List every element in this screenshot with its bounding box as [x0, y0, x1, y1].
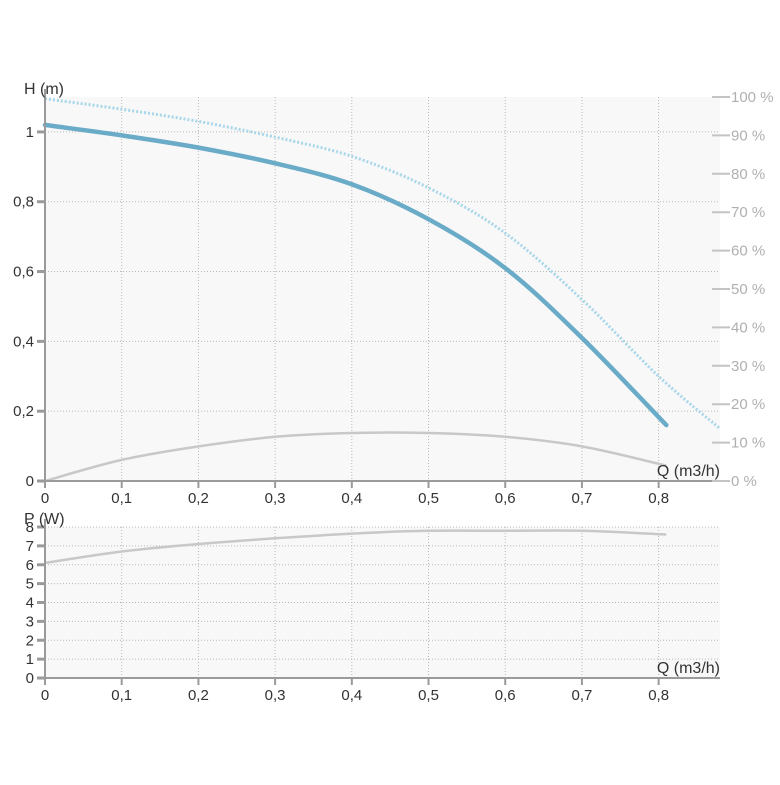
power-y-tick-label-7: 7	[26, 538, 34, 555]
head-y-tick-label-3: 0,6	[13, 264, 34, 281]
power-y-tick-label-8: 8	[26, 519, 34, 536]
efficiency-curve	[44, 431, 667, 483]
head-y-tick-label-4: 0,8	[13, 194, 34, 211]
power-x-tick-label-7: 0,7	[572, 687, 593, 704]
power-y-tick-label-6: 6	[26, 557, 34, 574]
head-x-tick-label-3: 0,3	[265, 490, 286, 507]
efficiency-y2-tick-label-9: 90 %	[731, 127, 765, 144]
power-y-tick-label-1: 1	[26, 651, 34, 668]
power-x-tick-label-8: 0,8	[648, 687, 669, 704]
head-y-tick-label-5: 1	[26, 124, 34, 141]
power-y-tick-label-3: 3	[26, 613, 34, 630]
head-x-tick-label-5: 0,5	[418, 490, 439, 507]
power-curve	[44, 529, 667, 565]
efficiency-y2-tick-label-4: 40 %	[731, 319, 765, 336]
power-x-tick-label-2: 0,2	[188, 687, 209, 704]
head-x-tick-label-1: 0,1	[111, 490, 132, 507]
head-efficiency-panel: 0 0,1 0,2 0,3 0,4 0,5 0,6 0,7 0,800,20,40,60,810…	[13, 81, 773, 507]
head-series	[42, 97, 721, 483]
power-y-axis-label: P (W)	[24, 511, 65, 528]
power-axes: 0 0,1 0,2 0,3 0,4 0,5 0,6 0,7 0,8 0 1 2 34 5 6 7 8	[26, 519, 720, 704]
power-x-tick-label-6: 0,6	[495, 687, 516, 704]
efficiency-y2-tick-label-5: 50 %	[731, 281, 765, 298]
power-x-tick-label-0: 0	[41, 687, 49, 704]
efficiency-y2-tick-label-3: 30 %	[731, 358, 765, 375]
head-curve	[42, 122, 669, 428]
head-x-axis-label: Q (m3/h)	[657, 463, 720, 480]
power-y-tick-label-2: 2	[26, 632, 34, 649]
head-x-tick-label-4: 0,4	[341, 490, 362, 507]
head-reference-curve	[44, 97, 721, 430]
power-x-tick-label-1: 0,1	[111, 687, 132, 704]
head-x-tick-label-6: 0,6	[495, 490, 516, 507]
head-grid	[45, 97, 720, 481]
power-x-tick-label-3: 0,3	[265, 687, 286, 704]
efficiency-y2-tick-label-8: 80 %	[731, 166, 765, 183]
head-plot-background	[45, 97, 720, 481]
power-x-tick-label-4: 0,4	[341, 687, 362, 704]
head-x-tick-label-8: 0,8	[648, 490, 669, 507]
power-plot-background	[45, 527, 720, 678]
power-y-tick-label-0: 0	[26, 670, 34, 687]
head-axes: 0 0,1 0,2 0,3 0,4 0,5 0,6 0,7 0,800,20,40,60,810…	[13, 89, 774, 507]
power-grid	[45, 526, 720, 678]
head-y-tick-label-1: 0,2	[13, 403, 34, 420]
head-x-tick-label-0: 0	[41, 490, 49, 507]
power-y-tick-label-4: 4	[26, 595, 34, 612]
efficiency-y2-tick-label-1: 10 %	[731, 435, 765, 452]
head-y-tick-label-0: 0	[26, 473, 34, 490]
head-y-tick-label-2: 0,4	[13, 333, 34, 350]
head-y-axis-label: H (m)	[24, 81, 64, 98]
efficiency-y2-tick-label-0: 0 %	[731, 473, 757, 490]
power-x-axis-label: Q (m3/h)	[657, 660, 720, 677]
efficiency-y2-tick-label-7: 70 %	[731, 204, 765, 221]
head-x-tick-label-7: 0,7	[572, 490, 593, 507]
power-series	[44, 529, 667, 565]
head-x-tick-label-2: 0,2	[188, 490, 209, 507]
efficiency-y2-tick-label-6: 60 %	[731, 243, 765, 260]
efficiency-y2-tick-label-10: 100 %	[731, 89, 774, 106]
power-panel: 0 0,1 0,2 0,3 0,4 0,5 0,6 0,7 0,8 0 1 2 34 5 6 7 8 P (W)…	[24, 511, 720, 704]
power-y-tick-label-5: 5	[26, 576, 34, 593]
efficiency-y2-tick-label-2: 20 %	[731, 396, 765, 413]
power-x-tick-label-5: 0,5	[418, 687, 439, 704]
